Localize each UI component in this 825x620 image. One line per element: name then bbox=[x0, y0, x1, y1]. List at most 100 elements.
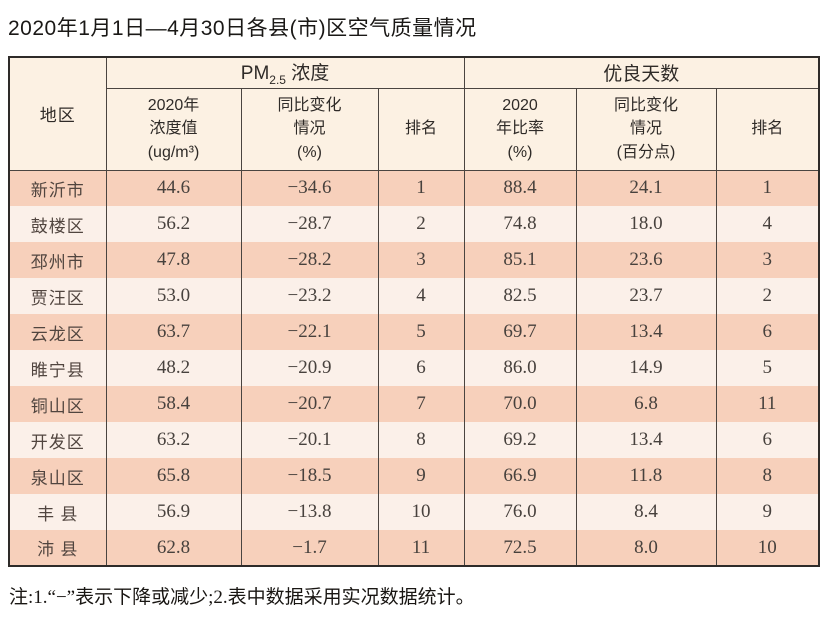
pm-change-cell: −13.8 bbox=[240, 494, 379, 530]
region-cell: 睢宁县 bbox=[8, 350, 107, 386]
days-rate-cell: 66.9 bbox=[463, 458, 577, 494]
days-rank-cell: 3 bbox=[715, 242, 820, 278]
pm-change-cell: −20.9 bbox=[240, 350, 379, 386]
page-title: 2020年1月1日—4月30日各县(市)区空气质量情况 bbox=[8, 17, 477, 40]
table-body: 新沂市 44.6 −34.6 1 88.4 24.1 1 鼓楼区 56.2 −2… bbox=[8, 170, 820, 566]
days-rate-cell: 72.5 bbox=[463, 530, 577, 566]
column-header-days-change: 同比变化 情况 (百分点) bbox=[575, 88, 717, 171]
table-row: 丰 县 56.9 −13.8 10 76.0 8.4 9 bbox=[8, 494, 820, 530]
pm-rank-cell: 3 bbox=[377, 242, 465, 278]
region-cell: 泉山区 bbox=[8, 458, 107, 494]
days-rank-cell: 5 bbox=[715, 350, 820, 386]
days-rate-cell: 86.0 bbox=[463, 350, 577, 386]
group-header-good-days: 优良天数 bbox=[463, 57, 820, 89]
days-rate-cell: 69.2 bbox=[463, 422, 577, 458]
region-cell: 鼓楼区 bbox=[8, 206, 107, 242]
pm25-label-prefix: PM bbox=[240, 63, 270, 85]
pm-rank-cell: 1 bbox=[377, 170, 465, 206]
days-rank-cell: 10 bbox=[715, 530, 820, 566]
column-header-days-rate: 2020 年比率 (%) bbox=[463, 88, 577, 171]
pm-value-cell: 44.6 bbox=[105, 170, 242, 206]
group-header-pm25: PM2.5 浓度 bbox=[105, 57, 465, 89]
pm-change-cell: −22.1 bbox=[240, 314, 379, 350]
days-change-cell: 23.7 bbox=[575, 278, 717, 314]
pm-rank-cell: 10 bbox=[377, 494, 465, 530]
pm-rank-cell: 8 bbox=[377, 422, 465, 458]
pm-change-cell: −34.6 bbox=[240, 170, 379, 206]
days-change-cell: 13.4 bbox=[575, 422, 717, 458]
days-rank-cell: 6 bbox=[715, 422, 820, 458]
days-rank-cell: 9 bbox=[715, 494, 820, 530]
days-rank-cell: 1 bbox=[715, 170, 820, 206]
days-rate-cell: 76.0 bbox=[463, 494, 577, 530]
pm-rank-cell: 2 bbox=[377, 206, 465, 242]
days-change-cell: 6.8 bbox=[575, 386, 717, 422]
pm-change-cell: −20.7 bbox=[240, 386, 379, 422]
days-change-cell: 11.8 bbox=[575, 458, 717, 494]
table-row: 铜山区 58.4 −20.7 7 70.0 6.8 11 bbox=[8, 386, 820, 422]
table-row: 泉山区 65.8 −18.5 9 66.9 11.8 8 bbox=[8, 458, 820, 494]
days-rate-cell: 69.7 bbox=[463, 314, 577, 350]
days-rate-cell: 82.5 bbox=[463, 278, 577, 314]
pm-value-cell: 53.0 bbox=[105, 278, 242, 314]
days-change-cell: 8.0 bbox=[575, 530, 717, 566]
pm-value-cell: 63.2 bbox=[105, 422, 242, 458]
table-row: 沛 县 62.8 −1.7 11 72.5 8.0 10 bbox=[8, 530, 820, 566]
pm-value-cell: 47.8 bbox=[105, 242, 242, 278]
days-rate-cell: 70.0 bbox=[463, 386, 577, 422]
sub-header-row: 2020年 浓度值 (ug/m³) 同比变化 情况 (%) 排名 2020 年比… bbox=[9, 88, 820, 171]
pm-value-cell: 58.4 bbox=[105, 386, 242, 422]
days-rank-cell: 11 bbox=[715, 386, 820, 422]
table-row: 新沂市 44.6 −34.6 1 88.4 24.1 1 bbox=[8, 170, 820, 206]
pm-change-cell: −28.7 bbox=[240, 206, 379, 242]
pm-value-cell: 56.9 bbox=[105, 494, 242, 530]
table-row: 邳州市 47.8 −28.2 3 85.1 23.6 3 bbox=[8, 242, 820, 278]
days-rate-cell: 88.4 bbox=[463, 170, 577, 206]
pm-rank-cell: 5 bbox=[377, 314, 465, 350]
days-change-cell: 14.9 bbox=[575, 350, 717, 386]
pm-value-cell: 56.2 bbox=[105, 206, 242, 242]
pm-change-cell: −23.2 bbox=[240, 278, 379, 314]
days-change-cell: 24.1 bbox=[575, 170, 717, 206]
pm-rank-cell: 11 bbox=[377, 530, 465, 566]
days-rate-cell: 74.8 bbox=[463, 206, 577, 242]
days-rank-cell: 8 bbox=[715, 458, 820, 494]
days-change-cell: 8.4 bbox=[575, 494, 717, 530]
table-row: 睢宁县 48.2 −20.9 6 86.0 14.9 5 bbox=[8, 350, 820, 386]
pm25-label-suffix: 浓度 bbox=[285, 63, 330, 85]
days-change-cell: 18.0 bbox=[575, 206, 717, 242]
region-cell: 丰 县 bbox=[8, 494, 107, 530]
pm25-label-subscript: 2.5 bbox=[269, 73, 286, 88]
region-cell: 开发区 bbox=[8, 422, 107, 458]
pm-change-cell: −28.2 bbox=[240, 242, 379, 278]
column-header-pm-value: 2020年 浓度值 (ug/m³) bbox=[105, 88, 242, 171]
group-header-row: 地区 PM2.5 浓度 优良天数 bbox=[8, 57, 820, 171]
air-quality-table: 地区 PM2.5 浓度 优良天数 2020年 浓度值 (ug/m³) 同比变化 … bbox=[8, 56, 820, 567]
region-cell: 邳州市 bbox=[8, 242, 107, 278]
table-footnote: 注:1.“−”表示下降或减少;2.表中数据采用实况数据统计。 bbox=[9, 587, 475, 608]
days-rank-cell: 2 bbox=[715, 278, 820, 314]
pm-change-cell: −1.7 bbox=[240, 530, 379, 566]
pm-change-cell: −18.5 bbox=[240, 458, 379, 494]
column-header-region: 地区 bbox=[8, 57, 107, 171]
pm-rank-cell: 6 bbox=[377, 350, 465, 386]
table-row: 贾汪区 53.0 −23.2 4 82.5 23.7 2 bbox=[8, 278, 820, 314]
table-row: 开发区 63.2 −20.1 8 69.2 13.4 6 bbox=[8, 422, 820, 458]
column-header-pm-rank: 排名 bbox=[377, 88, 465, 171]
pm-value-cell: 63.7 bbox=[105, 314, 242, 350]
pm-value-cell: 62.8 bbox=[105, 530, 242, 566]
pm-rank-cell: 9 bbox=[377, 458, 465, 494]
pm-rank-cell: 7 bbox=[377, 386, 465, 422]
region-cell: 沛 县 bbox=[8, 530, 107, 566]
column-header-days-rank: 排名 bbox=[715, 88, 820, 171]
column-header-pm-change: 同比变化 情况 (%) bbox=[240, 88, 379, 171]
days-rank-cell: 4 bbox=[715, 206, 820, 242]
table-row: 云龙区 63.7 −22.1 5 69.7 13.4 6 bbox=[8, 314, 820, 350]
days-change-cell: 23.6 bbox=[575, 242, 717, 278]
days-rate-cell: 85.1 bbox=[463, 242, 577, 278]
region-cell: 云龙区 bbox=[8, 314, 107, 350]
table-header: 地区 PM2.5 浓度 优良天数 2020年 浓度值 (ug/m³) 同比变化 … bbox=[8, 57, 820, 171]
region-cell: 铜山区 bbox=[8, 386, 107, 422]
pm-change-cell: −20.1 bbox=[240, 422, 379, 458]
